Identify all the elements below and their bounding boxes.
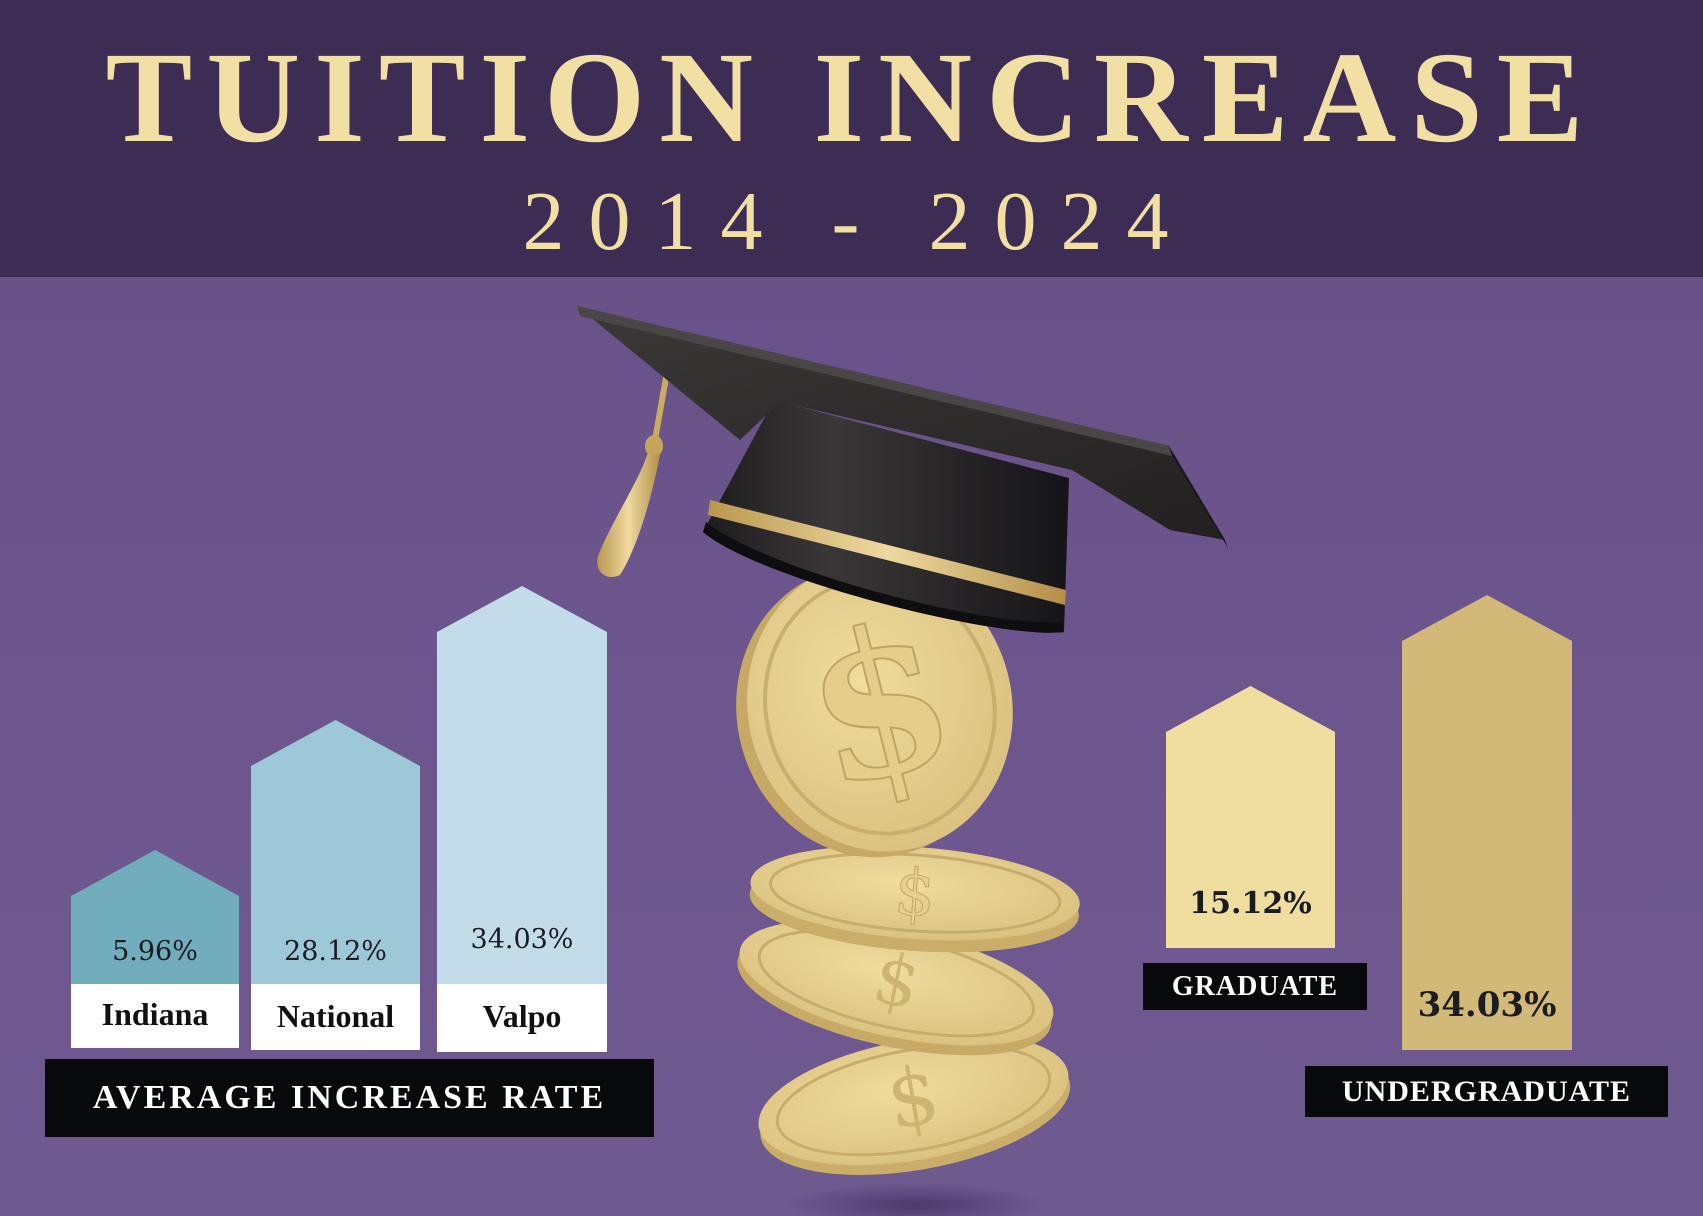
tassel-icon [597, 371, 670, 578]
bar-value: 34.03% [470, 924, 574, 955]
arrow-bar-shape [251, 720, 420, 984]
header-banner: TUITION INCREASE 2014 - 2024 [0, 0, 1703, 277]
chart-caption-average-increase-rate: AVERAGE INCREASE RATE [45, 1059, 654, 1137]
bar-label: National [251, 984, 420, 1050]
label-graduate: GRADUATE [1143, 963, 1367, 1010]
bar-label: Indiana [71, 984, 239, 1048]
bar-value: 28.12% [284, 936, 387, 967]
coin-icon: $ [737, 920, 1054, 1056]
bar-value: 34.03% [1417, 985, 1557, 1025]
bar-national: 28.12% National [251, 720, 420, 1050]
bar-graduate: 15.12% [1166, 686, 1335, 948]
arrow-bar-shape [1166, 686, 1335, 948]
bar-valpo: 34.03% Valpo [437, 586, 607, 1052]
arrow-bar-shape [437, 586, 607, 984]
coin-shadow [785, 1183, 1045, 1216]
bar-undergraduate: 34.03% [1402, 595, 1572, 1050]
label-undergraduate: UNDERGRADUATE [1305, 1066, 1668, 1117]
svg-text:$: $ [892, 856, 938, 933]
bar-indiana: 5.96% Indiana [71, 850, 239, 1048]
coin-icon: $ [749, 845, 1080, 953]
graduation-cap-icon [577, 306, 1228, 633]
arrow-bar-shape [1402, 595, 1572, 1050]
bar-label: Valpo [437, 984, 607, 1052]
arrow-bar-shape [71, 850, 239, 984]
bar-value: 15.12% [1189, 886, 1312, 921]
date-range-subtitle: 2014 - 2024 [522, 175, 1193, 268]
coin-icon: $ [758, 1034, 1071, 1175]
page-title: TUITION INCREASE [105, 26, 1598, 170]
bar-value: 5.96% [112, 936, 198, 967]
